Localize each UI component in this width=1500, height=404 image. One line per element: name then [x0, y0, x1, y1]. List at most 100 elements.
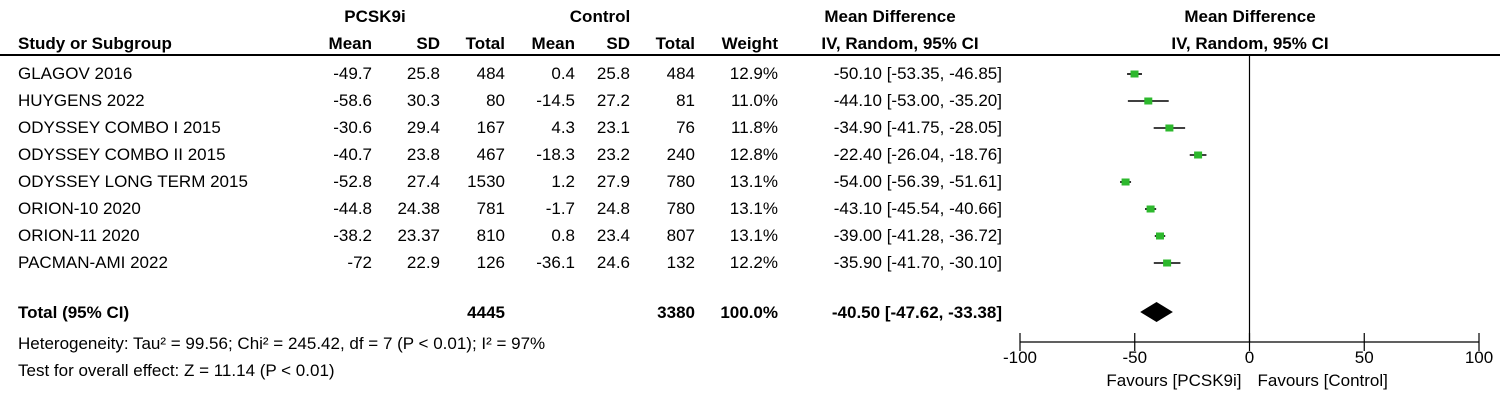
study-name: ODYSSEY COMBO I 2015: [18, 118, 221, 137]
total1-column-header: Total: [465, 34, 505, 53]
ci-value: -44.10 [-53.00, -35.20]: [833, 91, 1002, 110]
total1-sum: 4445: [467, 303, 505, 322]
total-weight: 100.0%: [720, 303, 778, 322]
sd1-value: 30.3: [406, 91, 440, 110]
mean2-value: -14.5: [536, 91, 575, 110]
sd1-value: 27.4: [406, 172, 440, 191]
total2-value: 240: [666, 145, 695, 164]
x-tick-label: 50: [1355, 348, 1374, 367]
ci-value: -43.10 [-45.54, -40.66]: [833, 199, 1002, 218]
overall-effect-text: Test for overall effect: Z = 11.14 (P < …: [18, 361, 335, 380]
point-estimate: [1163, 259, 1172, 267]
weight-value: 11.0%: [731, 91, 778, 110]
sd2-value: 27.9: [596, 172, 630, 191]
mean2-value: -1.7: [545, 199, 575, 218]
mean2-value: -18.3: [536, 145, 575, 164]
mean2-value: -36.1: [536, 253, 575, 272]
mean1-value: -49.7: [333, 64, 372, 83]
point-estimate: [1121, 178, 1130, 186]
favours-right-label: Favours [Control]: [1258, 371, 1388, 390]
x-tick-label: -50: [1122, 348, 1147, 367]
mean2-value: 0.4: [551, 64, 575, 83]
sd2-value: 23.2: [596, 145, 630, 164]
point-estimate: [1194, 151, 1203, 159]
sd1-value: 23.8: [406, 145, 440, 164]
sd1-column-header: SD: [416, 34, 440, 53]
pooled-diamond: [1140, 302, 1173, 322]
plot-title: Mean Difference: [1184, 7, 1316, 26]
total1-value: 126: [476, 253, 505, 272]
mean1-column-header: Mean: [328, 34, 372, 53]
plot-subtitle: IV, Random, 95% CI: [1171, 34, 1329, 53]
heterogeneity-text: Heterogeneity: Tau² = 99.56; Chi² = 245.…: [18, 334, 546, 353]
total1-value: 80: [486, 91, 505, 110]
sd1-value: 29.4: [406, 118, 440, 137]
mean1-value: -52.8: [333, 172, 372, 191]
sd2-value: 23.1: [596, 118, 630, 137]
favours-left-label: Favours [PCSK9i]: [1106, 371, 1241, 390]
study-name: HUYGENS 2022: [18, 91, 145, 110]
mean1-value: -72: [347, 253, 372, 272]
point-estimate: [1165, 124, 1174, 132]
study-name: PACMAN-AMI 2022: [18, 253, 168, 272]
total2-value: 780: [666, 172, 695, 191]
total2-value: 132: [666, 253, 695, 272]
study-name: GLAGOV 2016: [18, 64, 133, 83]
sd2-value: 23.4: [596, 226, 630, 245]
total-label: Total (95% CI): [18, 303, 130, 322]
mean2-value: 1.2: [551, 172, 575, 191]
x-tick-label: -100: [1003, 348, 1037, 367]
study-name: ORION-10 2020: [18, 199, 141, 218]
ci-value: -50.10 [-53.35, -46.85]: [833, 64, 1002, 83]
sd2-column-header: SD: [606, 34, 630, 53]
ci-value: -35.90 [-41.70, -30.10]: [833, 253, 1002, 272]
total1-value: 810: [476, 226, 505, 245]
mean1-value: -44.8: [333, 199, 372, 218]
mean1-value: -38.2: [333, 226, 372, 245]
weight-value: 12.8%: [729, 145, 778, 164]
total2-sum: 3380: [657, 303, 695, 322]
mean1-value: -58.6: [333, 91, 372, 110]
mean2-value: 4.3: [551, 118, 575, 137]
ci-value: -54.00 [-56.39, -51.61]: [833, 172, 1002, 191]
group2-header: Control: [569, 7, 631, 26]
study-name: ODYSSEY COMBO II 2015: [18, 145, 226, 164]
total2-value: 81: [676, 91, 695, 110]
point-estimate: [1144, 97, 1153, 105]
total2-value: 76: [676, 118, 695, 137]
mean2-column-header: Mean: [531, 34, 575, 53]
study-name: ORION-11 2020: [18, 226, 140, 245]
total1-value: 781: [476, 199, 505, 218]
weight-value: 11.8%: [731, 118, 778, 137]
total2-column-header: Total: [655, 34, 695, 53]
sd1-value: 24.38: [397, 199, 440, 218]
study-column-header: Study or Subgroup: [18, 34, 172, 53]
sd2-value: 24.8: [596, 199, 630, 218]
total2-value: 807: [666, 226, 695, 245]
ci-value: -39.00 [-41.28, -36.72]: [833, 226, 1002, 245]
ci-value: -22.40 [-26.04, -18.76]: [833, 145, 1002, 164]
total2-value: 484: [666, 64, 695, 83]
weight-value: 13.1%: [729, 226, 778, 245]
mean1-value: -40.7: [333, 145, 372, 164]
group1-header: PCSK9i: [344, 7, 406, 26]
total1-value: 1530: [467, 172, 505, 191]
weight-value: 12.9%: [729, 64, 778, 83]
sd1-value: 23.37: [397, 226, 440, 245]
study-name: ODYSSEY LONG TERM 2015: [18, 172, 248, 191]
mean1-value: -30.6: [333, 118, 372, 137]
total1-value: 484: [476, 64, 505, 83]
total1-value: 467: [476, 145, 505, 164]
weight-column-header: Weight: [721, 34, 778, 53]
effect-title: Mean Difference: [824, 7, 956, 26]
total2-value: 780: [666, 199, 695, 218]
header-rule: [0, 54, 1500, 56]
sd1-value: 25.8: [406, 64, 440, 83]
mean2-value: 0.8: [551, 226, 575, 245]
weight-value: 13.1%: [729, 172, 778, 191]
point-estimate: [1155, 232, 1164, 240]
x-tick-label: 0: [1245, 348, 1254, 367]
total-ci: -40.50 [-47.62, -33.38]: [831, 303, 1002, 322]
total1-value: 167: [476, 118, 505, 137]
sd1-value: 22.9: [406, 253, 440, 272]
